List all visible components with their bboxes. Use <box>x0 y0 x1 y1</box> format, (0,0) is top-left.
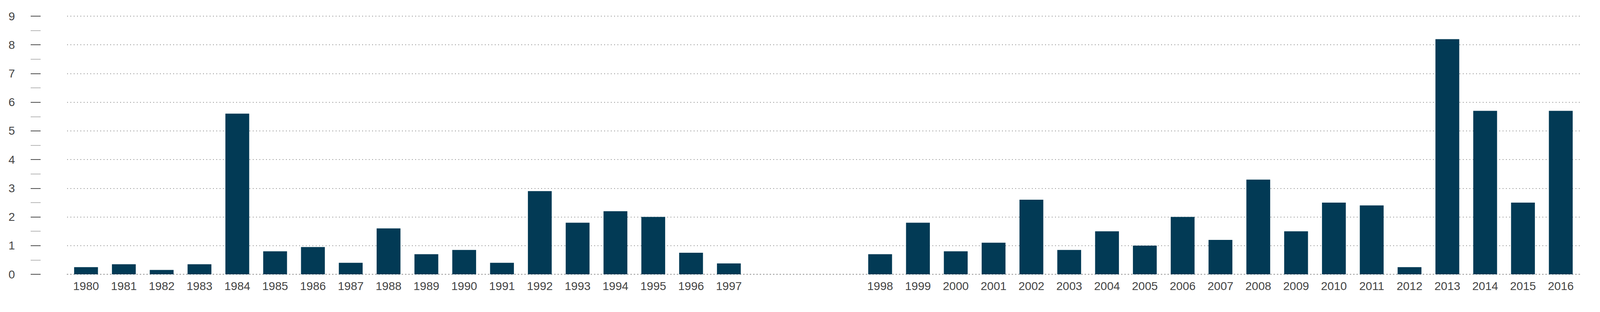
svg-text:2009: 2009 <box>1282 279 1309 293</box>
svg-text:1998: 1998 <box>867 279 894 293</box>
svg-text:2006: 2006 <box>1169 279 1196 293</box>
svg-text:2013: 2013 <box>1434 279 1460 293</box>
svg-text:1990: 1990 <box>451 279 477 293</box>
svg-text:1988: 1988 <box>375 279 402 293</box>
svg-text:2000: 2000 <box>942 279 969 293</box>
svg-text:6: 6 <box>8 95 15 109</box>
svg-text:2004: 2004 <box>1094 279 1120 293</box>
svg-text:8: 8 <box>8 38 15 52</box>
svg-text:2016: 2016 <box>1547 279 1574 293</box>
svg-text:1992: 1992 <box>526 279 553 293</box>
svg-text:1991: 1991 <box>488 279 515 293</box>
svg-text:3: 3 <box>8 181 15 195</box>
svg-text:1989: 1989 <box>413 279 440 293</box>
svg-text:2: 2 <box>8 210 15 224</box>
svg-text:2005: 2005 <box>1131 279 1158 293</box>
svg-text:1987: 1987 <box>337 279 364 293</box>
svg-text:2010: 2010 <box>1321 279 1347 293</box>
svg-text:9: 9 <box>8 9 15 23</box>
svg-text:1994: 1994 <box>602 279 629 293</box>
svg-text:2002: 2002 <box>1018 279 1045 293</box>
svg-text:1982: 1982 <box>148 279 175 293</box>
svg-text:1985: 1985 <box>262 279 289 293</box>
svg-text:1980: 1980 <box>72 279 99 293</box>
svg-text:7: 7 <box>8 67 15 80</box>
svg-text:2014: 2014 <box>1472 279 1499 293</box>
svg-text:1986: 1986 <box>300 279 326 293</box>
svg-text:2011: 2011 <box>1359 279 1385 293</box>
svg-text:0: 0 <box>8 268 15 281</box>
svg-text:1995: 1995 <box>640 279 666 293</box>
svg-text:2001: 2001 <box>980 279 1007 293</box>
svg-text:1983: 1983 <box>186 279 213 293</box>
svg-text:1981: 1981 <box>111 279 137 293</box>
svg-text:1999: 1999 <box>905 279 931 293</box>
svg-text:1996: 1996 <box>677 279 704 293</box>
svg-text:1997: 1997 <box>716 279 742 293</box>
svg-text:2007: 2007 <box>1207 279 1234 293</box>
svg-text:4: 4 <box>8 153 15 167</box>
svg-text:1993: 1993 <box>564 279 591 293</box>
svg-text:2015: 2015 <box>1510 279 1536 293</box>
svg-text:2012: 2012 <box>1396 279 1423 293</box>
svg-text:1984: 1984 <box>224 279 250 293</box>
svg-text:2003: 2003 <box>1056 279 1082 293</box>
svg-text:5: 5 <box>8 124 15 138</box>
svg-text:2008: 2008 <box>1245 279 1271 293</box>
svg-text:1: 1 <box>8 239 15 252</box>
